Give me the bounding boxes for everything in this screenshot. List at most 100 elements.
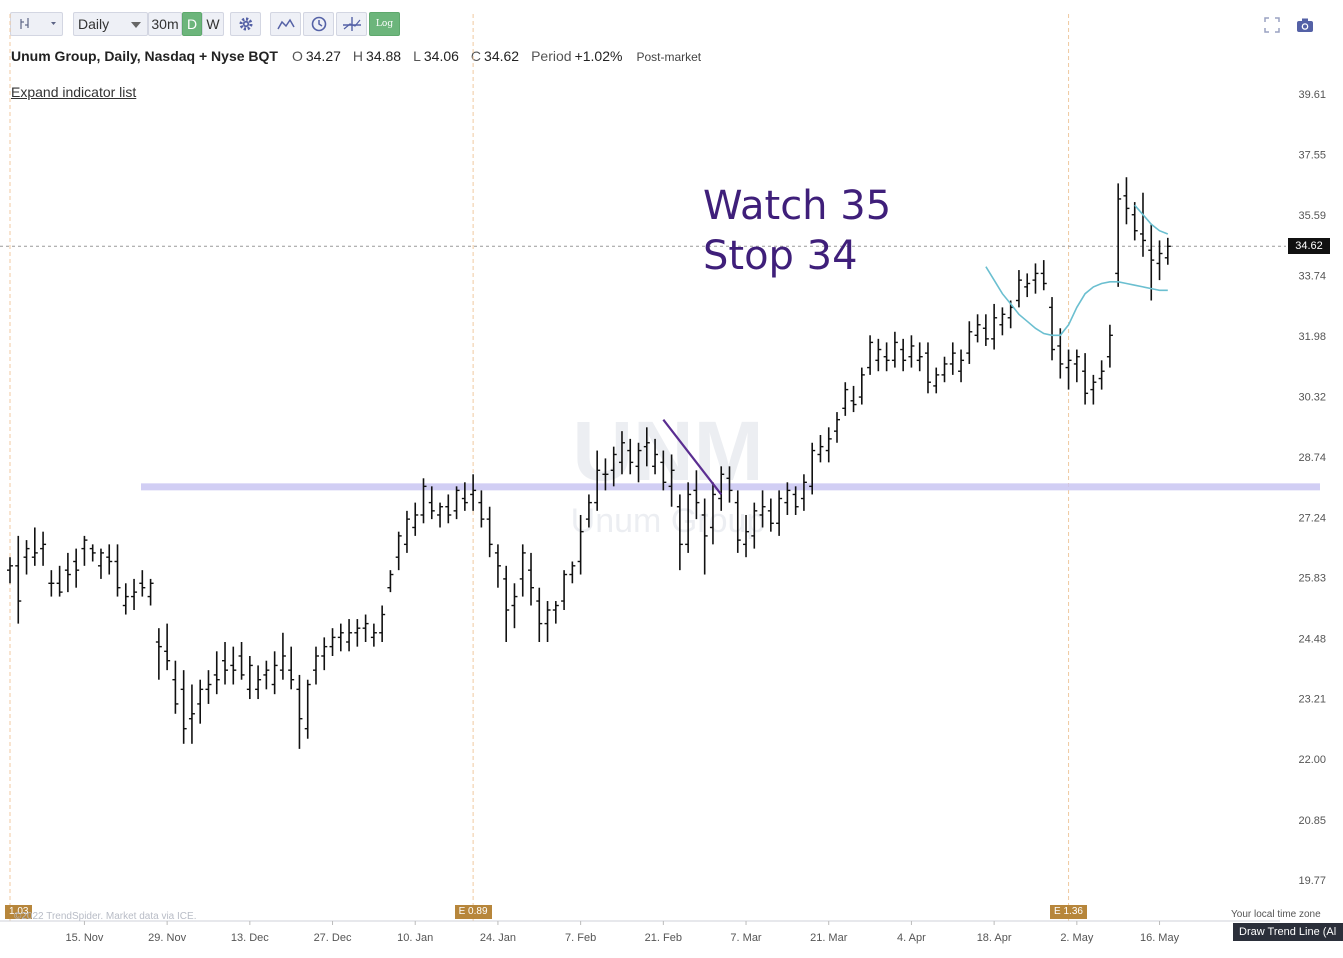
price-bar[interactable]	[734, 490, 741, 553]
price-bar[interactable]	[1015, 270, 1022, 308]
price-bar[interactable]	[958, 349, 965, 383]
price-bar[interactable]	[48, 570, 55, 597]
price-bar[interactable]	[222, 642, 229, 685]
fullscreen-icon[interactable]	[1263, 16, 1281, 34]
price-bar[interactable]	[743, 514, 750, 558]
price-bar[interactable]	[991, 303, 998, 350]
price-bar[interactable]	[676, 494, 683, 571]
price-bar[interactable]	[255, 665, 262, 700]
price-bar[interactable]	[420, 478, 427, 524]
price-bar[interactable]	[7, 557, 13, 584]
price-bar[interactable]	[825, 427, 832, 463]
price-bar[interactable]	[693, 470, 700, 520]
price-bar[interactable]	[602, 458, 609, 491]
price-bar[interactable]	[701, 498, 708, 575]
crosshair-button[interactable]	[336, 12, 367, 36]
price-bar[interactable]	[437, 502, 444, 528]
log-scale-button[interactable]: Log	[369, 12, 400, 36]
timezone-label[interactable]: Your local time zone	[1231, 909, 1321, 920]
price-bar[interactable]	[767, 498, 774, 532]
price-bar[interactable]	[1123, 177, 1130, 225]
price-bar[interactable]	[131, 578, 138, 611]
annotation-stop[interactable]: Stop 34	[703, 233, 858, 279]
price-bar[interactable]	[982, 314, 989, 346]
price-bar[interactable]	[1073, 349, 1080, 383]
price-bar[interactable]	[246, 655, 253, 700]
price-bar[interactable]	[89, 544, 96, 562]
price-bar[interactable]	[470, 474, 477, 511]
earnings-badge[interactable]: 1.03	[5, 905, 33, 919]
price-bar[interactable]	[908, 335, 915, 368]
price-bar[interactable]	[1065, 349, 1072, 390]
price-bar[interactable]	[916, 342, 923, 372]
support-zone[interactable]	[141, 483, 1320, 491]
camera-icon[interactable]	[1296, 16, 1314, 34]
price-bar[interactable]	[933, 367, 940, 394]
settings-button[interactable]	[230, 12, 261, 36]
price-bar[interactable]	[1098, 360, 1105, 390]
price-bar[interactable]	[941, 356, 948, 383]
trend-line-drawing[interactable]	[662, 419, 723, 496]
price-bar[interactable]	[1040, 260, 1047, 291]
price-bar[interactable]	[577, 514, 584, 575]
price-bar[interactable]	[263, 660, 270, 690]
price-bar[interactable]	[1082, 353, 1089, 405]
price-bar[interactable]	[395, 531, 402, 571]
price-bar[interactable]	[643, 427, 650, 467]
price-bar[interactable]	[867, 335, 874, 375]
price-bar[interactable]	[445, 494, 452, 524]
price-bar[interactable]	[387, 570, 394, 593]
price-bar[interactable]	[635, 442, 642, 483]
price-bar[interactable]	[1049, 297, 1056, 361]
price-bar[interactable]	[924, 342, 931, 394]
price-bar[interactable]	[172, 660, 179, 714]
price-bar[interactable]	[966, 321, 973, 364]
price-bar[interactable]	[403, 510, 410, 553]
price-bar[interactable]	[271, 651, 278, 695]
price-bar[interactable]	[536, 587, 543, 643]
price-bar[interactable]	[519, 544, 526, 597]
price-bar[interactable]	[304, 679, 311, 739]
price-bar[interactable]	[1115, 183, 1122, 287]
price-bar[interactable]	[883, 342, 890, 372]
price-bar[interactable]	[685, 482, 692, 553]
price-bar[interactable]	[494, 544, 501, 588]
price-bar[interactable]	[73, 548, 80, 588]
interval-d-button[interactable]: D	[182, 12, 202, 36]
price-bar[interactable]	[379, 605, 386, 643]
price-bar[interactable]	[23, 540, 30, 575]
price-bar[interactable]	[618, 431, 625, 475]
price-bar[interactable]	[949, 342, 956, 375]
price-bar[interactable]	[31, 527, 38, 566]
earnings-badge[interactable]: E 1.36	[1050, 905, 1087, 919]
price-bar[interactable]	[652, 438, 659, 475]
price-bar[interactable]	[668, 454, 675, 507]
price-bar[interactable]	[627, 438, 634, 475]
price-bar[interactable]	[296, 674, 303, 749]
price-bar[interactable]	[528, 552, 535, 606]
price-bar[interactable]	[362, 614, 369, 643]
interval-w-button[interactable]: W	[202, 12, 224, 36]
price-bar[interactable]	[164, 623, 171, 671]
price-bar[interactable]	[279, 632, 286, 680]
price-bar[interactable]	[817, 435, 824, 463]
price-bar[interactable]	[858, 367, 865, 405]
price-bar[interactable]	[155, 628, 162, 680]
price-bar[interactable]	[428, 486, 435, 520]
price-bar[interactable]	[891, 331, 898, 368]
price-bar[interactable]	[81, 535, 88, 566]
price-bar[interactable]	[1156, 240, 1163, 281]
moving-average-line[interactable]	[985, 266, 1168, 337]
price-bar[interactable]	[337, 623, 344, 652]
price-bar[interactable]	[147, 578, 154, 606]
price-bar[interactable]	[842, 382, 849, 416]
price-bar[interactable]	[809, 442, 816, 495]
price-bar[interactable]	[453, 486, 460, 520]
price-bar[interactable]	[660, 450, 667, 491]
price-bar[interactable]	[56, 565, 63, 597]
price-bar[interactable]	[197, 679, 204, 724]
price-bar[interactable]	[585, 494, 592, 528]
indicators-button[interactable]	[270, 12, 301, 36]
price-bar[interactable]	[1024, 273, 1031, 298]
